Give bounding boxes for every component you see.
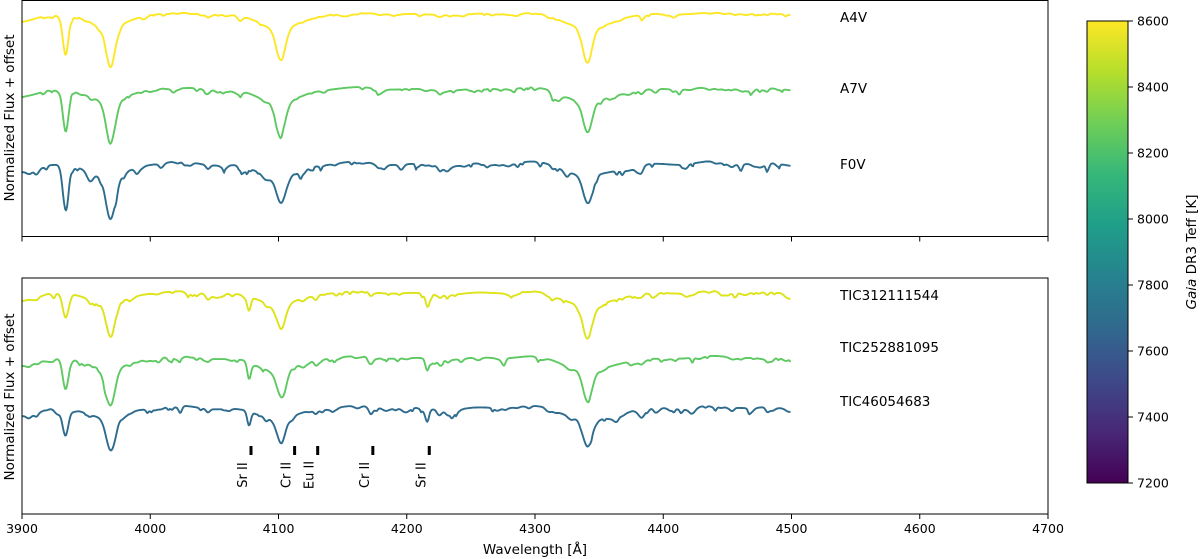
colorbar-tick-label: 8200 xyxy=(1137,146,1169,161)
series-label: TIC46054683 xyxy=(839,394,930,410)
line-marker-label: Eu II xyxy=(303,461,318,489)
series-line-F0V xyxy=(22,160,791,221)
colorbar-tick-label: 7800 xyxy=(1137,278,1169,293)
series-line-A7V xyxy=(22,86,791,145)
colorbar-tick-label: 8000 xyxy=(1137,212,1169,227)
x-tick-label: 3900 xyxy=(6,521,38,536)
bottom-x-ticks: 3900 4000 4100 4200 4300 4400 4500 4600 4700 xyxy=(6,514,1064,536)
series-line-A4V xyxy=(22,11,791,69)
colorbar-tick-label: 8600 xyxy=(1137,14,1169,29)
series-label: TIC252881095 xyxy=(839,340,939,356)
x-axis-label: Wavelength [Å] xyxy=(483,541,587,558)
series-label: F0V xyxy=(840,157,866,173)
series-label: A7V xyxy=(840,81,868,97)
series-line-TIC46054683 xyxy=(22,405,791,452)
line-marker-label: Sr II xyxy=(414,462,429,487)
colorbar-tick-label: 7400 xyxy=(1137,410,1169,425)
bottom-star-labels: TIC312111544 TIC252881095 TIC46054683 xyxy=(839,288,939,410)
colorbar-tick-label: 8400 xyxy=(1137,80,1169,95)
top-x-ticks xyxy=(21,236,1049,242)
colorbar-ticks: 7200 7400 7600 7800 8000 8200 8400 8600 xyxy=(1128,14,1169,491)
colorbar-label-italic: Gaia xyxy=(1184,279,1200,310)
series-line-TIC252881095 xyxy=(22,354,792,407)
line-marker-label: Cr II xyxy=(280,462,295,488)
line-marker-label: Cr II xyxy=(358,462,373,488)
x-tick-label: 4200 xyxy=(391,521,423,536)
bottom-panel: 3900 4000 4100 4200 4300 4400 4500 4600 4700 TIC… xyxy=(2,277,1064,558)
x-tick-label: 4600 xyxy=(904,521,936,536)
x-tick-label: 4000 xyxy=(134,521,166,536)
top-star-labels: A4V A7V F0V xyxy=(840,10,868,173)
top-panel-frame xyxy=(21,0,1049,237)
colorbar: 7200 7400 7600 7800 8000 8200 8400 8600 Gaia DR… xyxy=(1086,14,1200,491)
line-marker-label: Sr II xyxy=(236,462,251,487)
colorbar-gradient xyxy=(1086,20,1129,484)
colorbar-tick-label: 7200 xyxy=(1137,476,1169,491)
series-label: A4V xyxy=(840,10,868,26)
line-markers: Sr II Cr II Eu II Cr II Sr II xyxy=(236,446,431,489)
top-panel: A4V A7V F0V Normalized Flux + offset xyxy=(2,0,1049,242)
x-tick-label: 4700 xyxy=(1032,521,1064,536)
series-line-TIC312111544 xyxy=(22,290,791,340)
top-y-axis-label: Normalized Flux + offset xyxy=(2,35,18,202)
top-spectra xyxy=(22,11,791,221)
series-label: TIC312111544 xyxy=(839,288,939,304)
colorbar-label: Gaia DR3 Teff [K] xyxy=(1184,195,1200,310)
x-tick-label: 4300 xyxy=(519,521,551,536)
x-tick-label: 4500 xyxy=(776,521,808,536)
colorbar-label-rest: DR3 Teff [K] xyxy=(1184,195,1200,279)
x-tick-label: 4100 xyxy=(263,521,295,536)
bottom-y-axis-label: Normalized Flux + offset xyxy=(2,314,18,481)
colorbar-tick-label: 7600 xyxy=(1137,344,1169,359)
bottom-spectra xyxy=(22,290,792,452)
x-tick-label: 4400 xyxy=(647,521,679,536)
